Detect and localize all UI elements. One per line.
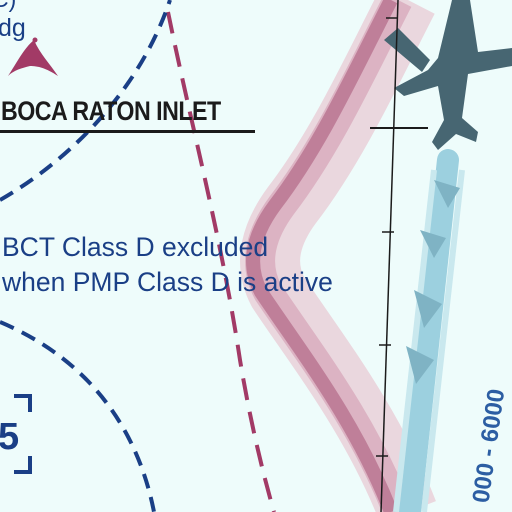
class-c-boundary-arc-upper <box>0 0 172 202</box>
corridor-chevrons <box>406 180 460 384</box>
light-blue-corridor <box>393 149 465 512</box>
mode-c-shaded-band <box>240 0 436 512</box>
reef-tower-obstruction-icon <box>8 40 58 76</box>
class-c-boundary-arc-lower <box>0 320 156 512</box>
airspace-label-fragment-dg: dg <box>0 14 26 42</box>
place-name-underline <box>0 130 255 133</box>
airspace-note-line-2: when PMP Class D is active <box>2 267 333 297</box>
place-name-label: BOCA RATON INLET <box>1 96 221 126</box>
airspace-label-fragment: C) <box>0 0 16 11</box>
corridor-chevron-icon <box>434 180 460 208</box>
airspace-note-line-1: BCT Class D excluded <box>2 232 269 262</box>
corridor-chevron-icon <box>414 290 442 328</box>
obstruction-dot <box>32 37 38 43</box>
corridor-chevron-icon <box>406 346 434 384</box>
box-number-frame <box>14 394 32 474</box>
corridor-chevron-icon <box>420 230 446 258</box>
class-d-boundary-line <box>166 11 276 512</box>
aircraft-symbol-icon <box>384 0 512 150</box>
class-c-boundaries <box>0 0 172 512</box>
scale-line <box>370 0 428 512</box>
boxed-altitude-number: 5 <box>0 416 20 458</box>
